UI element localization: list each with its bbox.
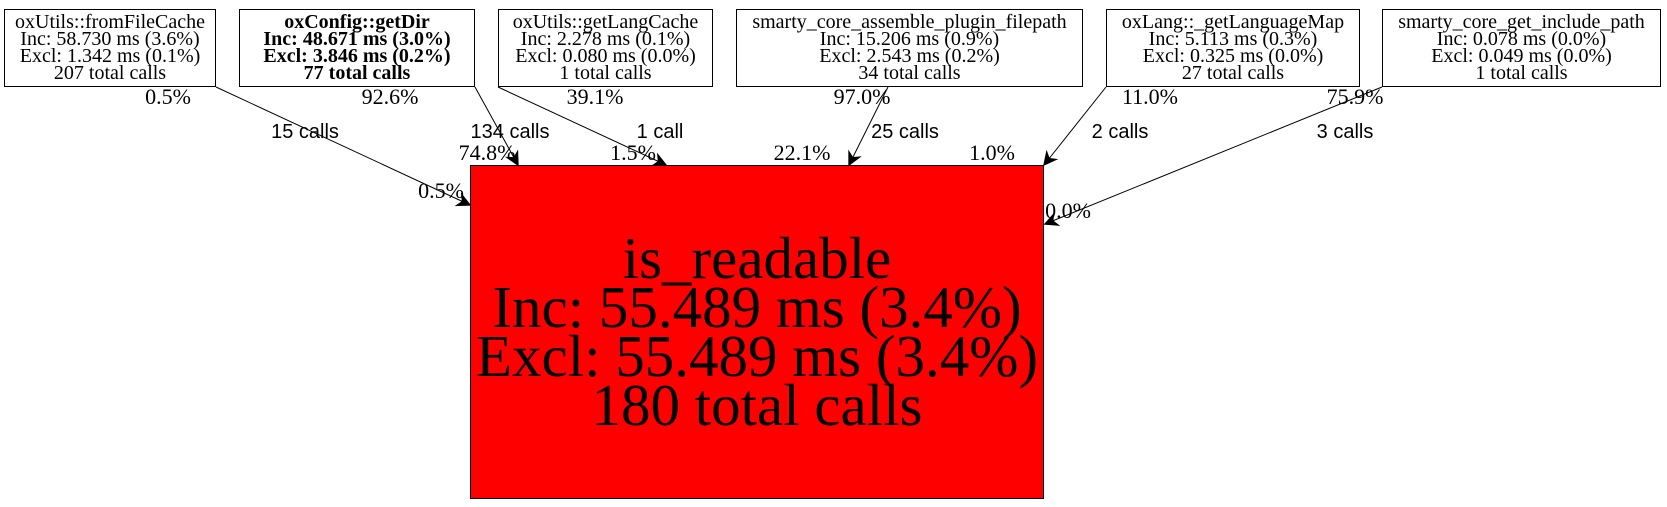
svg-text:74.8%: 74.8% bbox=[459, 140, 516, 165]
svg-text:1.0%: 1.0% bbox=[969, 140, 1015, 165]
svg-text:97.0%: 97.0% bbox=[834, 84, 891, 109]
svg-text:3 calls: 3 calls bbox=[1317, 121, 1374, 143]
svg-text:2 calls: 2 calls bbox=[1092, 121, 1149, 143]
svg-text:11.0%: 11.0% bbox=[1122, 84, 1178, 109]
svg-text:1.5%: 1.5% bbox=[610, 140, 656, 165]
svg-text:92.6%: 92.6% bbox=[362, 84, 419, 109]
svg-text:25 calls: 25 calls bbox=[871, 121, 939, 143]
svg-text:0.0%: 0.0% bbox=[1045, 198, 1091, 223]
svg-text:134 calls: 134 calls bbox=[471, 121, 550, 143]
svg-text:0.5%: 0.5% bbox=[418, 178, 464, 203]
svg-text:39.1%: 39.1% bbox=[567, 84, 624, 109]
svg-text:0.5%: 0.5% bbox=[145, 84, 191, 109]
svg-text:75.9%: 75.9% bbox=[1327, 84, 1384, 109]
svg-text:1 call: 1 call bbox=[637, 121, 684, 143]
svg-text:15 calls: 15 calls bbox=[271, 121, 339, 143]
svg-text:22.1%: 22.1% bbox=[774, 140, 831, 165]
